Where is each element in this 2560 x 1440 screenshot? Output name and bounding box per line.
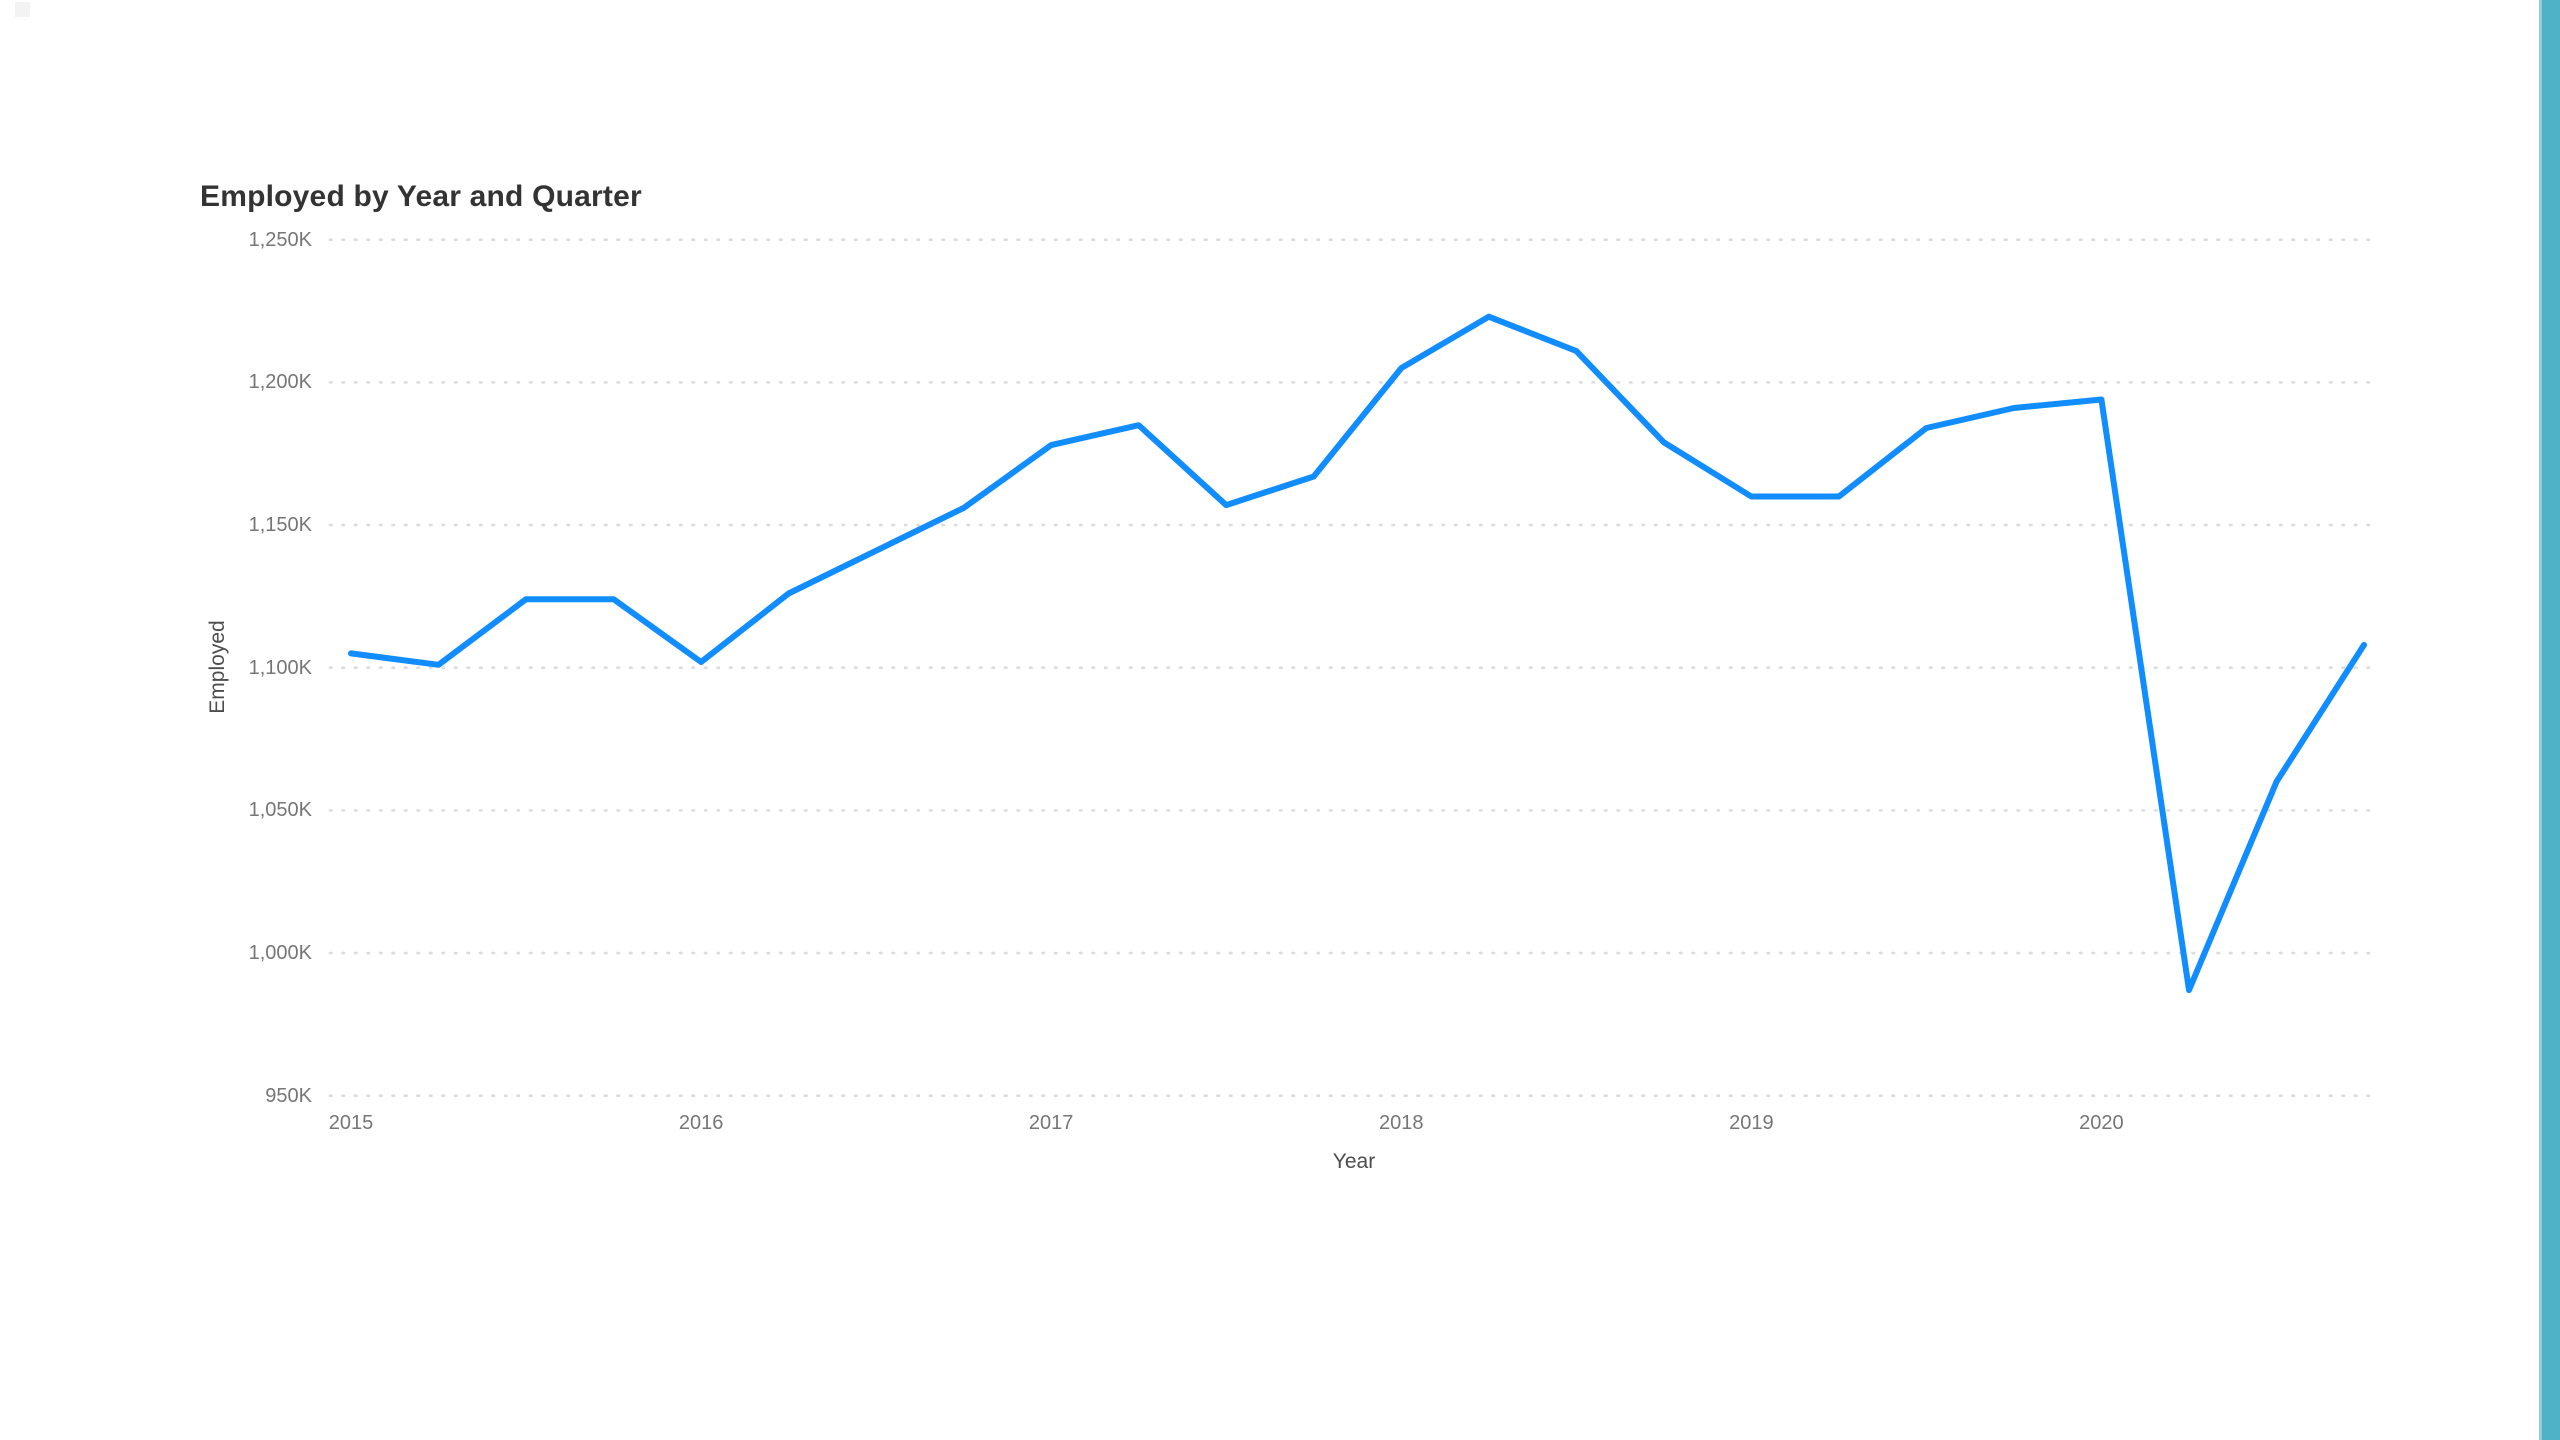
corner-artifact (15, 2, 30, 17)
x-tick-label: 2015 (328, 1112, 374, 1134)
y-tick-label: 1,150K (248, 514, 312, 537)
chart-title: Employed by Year and Quarter (200, 180, 642, 213)
y-tick-label: 950K (265, 1084, 312, 1107)
employed-series-line (348, 313, 2367, 994)
y-tick-label: 1,250K (248, 228, 312, 251)
y-tick-label: 1,200K (248, 371, 312, 394)
y-tick-label: 1,000K (248, 942, 312, 965)
y-tick-label: 1,100K (248, 656, 312, 679)
y-axis-title: Employed (206, 620, 229, 714)
y-tick-label: 1,050K (248, 799, 312, 822)
x-tick-label: 2017 (1028, 1112, 1074, 1134)
x-tick-label: 2020 (2079, 1112, 2124, 1134)
x-tick-label: 2018 (1379, 1112, 1424, 1134)
right-accent-bar (2539, 0, 2560, 1440)
x-axis-title: Year (1332, 1150, 1376, 1173)
x-tick-label: 2016 (678, 1112, 724, 1134)
gridlines (328, 238, 2374, 1097)
x-tick-label: 2019 (1729, 1112, 1774, 1134)
